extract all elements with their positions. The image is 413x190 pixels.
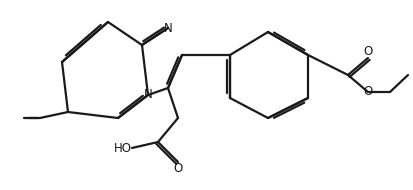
Text: O: O [363, 45, 372, 58]
Text: N: N [163, 21, 172, 35]
Text: O: O [173, 162, 182, 175]
Text: HO: HO [114, 142, 132, 154]
Text: N: N [143, 89, 152, 101]
Text: O: O [363, 86, 372, 98]
